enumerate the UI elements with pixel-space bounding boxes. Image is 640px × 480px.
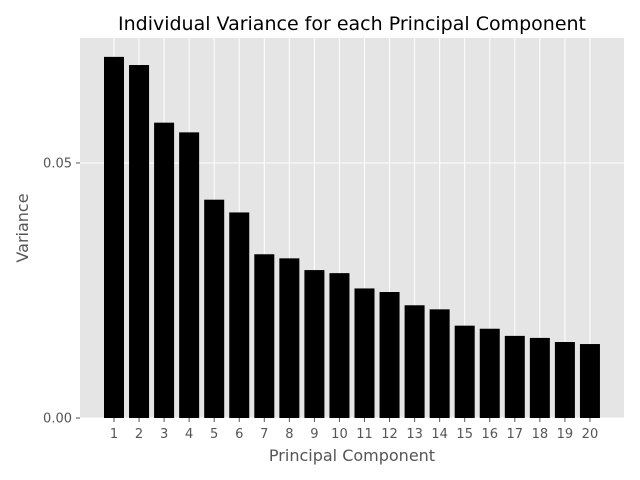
bar-pc-19 <box>554 342 575 418</box>
bar-pc-18 <box>529 337 550 418</box>
x-tick-label: 20 <box>582 427 599 442</box>
x-tick-label: 3 <box>160 427 168 442</box>
x-tick-label: 17 <box>507 427 524 442</box>
bar-pc-12 <box>379 292 400 418</box>
x-tick-label: 14 <box>431 427 448 442</box>
x-tick-label: 12 <box>381 427 398 442</box>
x-tick-label: 15 <box>456 427 473 442</box>
bar-pc-2 <box>129 65 150 418</box>
x-tick-label: 1 <box>110 427 118 442</box>
y-axis-ticks: 0.00 0.05 <box>43 156 80 427</box>
bar-pc-4 <box>179 132 200 418</box>
bar-pc-9 <box>304 270 325 418</box>
bar-pc-10 <box>329 273 350 418</box>
x-tick-label: 5 <box>210 427 218 442</box>
x-tick-label: 10 <box>331 427 348 442</box>
x-tick-label: 11 <box>356 427 373 442</box>
bar-pc-11 <box>354 288 375 418</box>
bar-pc-7 <box>254 254 275 418</box>
bar-pc-14 <box>429 309 450 418</box>
x-tick-label: 7 <box>260 427 268 442</box>
bar-pc-15 <box>454 325 475 418</box>
bar-pc-16 <box>479 328 500 418</box>
y-tick-label: 0.00 <box>43 412 72 427</box>
bar-pc-1 <box>104 56 124 418</box>
bar-pc-5 <box>204 199 225 418</box>
bar-pc-3 <box>154 122 175 418</box>
bar-pc-17 <box>504 335 525 418</box>
x-tick-label: 8 <box>285 427 293 442</box>
y-tick-label: 0.05 <box>43 156 72 171</box>
bar-pc-13 <box>404 305 425 418</box>
x-tick-label: 4 <box>185 427 193 442</box>
bar-pc-8 <box>279 258 300 418</box>
x-tick-label: 2 <box>135 427 143 442</box>
bar-pc-20 <box>579 344 600 418</box>
x-tick-label: 19 <box>557 427 574 442</box>
x-tick-label: 16 <box>481 427 498 442</box>
x-tick-label: 9 <box>310 427 318 442</box>
x-tick-label: 6 <box>235 427 243 442</box>
x-tick-label: 18 <box>532 427 549 442</box>
x-axis-label: Principal Component <box>269 446 435 465</box>
bar-pc-6 <box>229 212 250 418</box>
x-axis-ticks: 1 2 3 4 5 6 7 8 9 10 11 12 13 14 15 16 17 18 19 20 <box>110 418 598 442</box>
bars <box>104 56 600 418</box>
y-axis-label: Variance <box>13 193 32 262</box>
x-tick-label: 13 <box>406 427 423 442</box>
chart-title: Individual Variance for each Principal C… <box>118 13 586 35</box>
